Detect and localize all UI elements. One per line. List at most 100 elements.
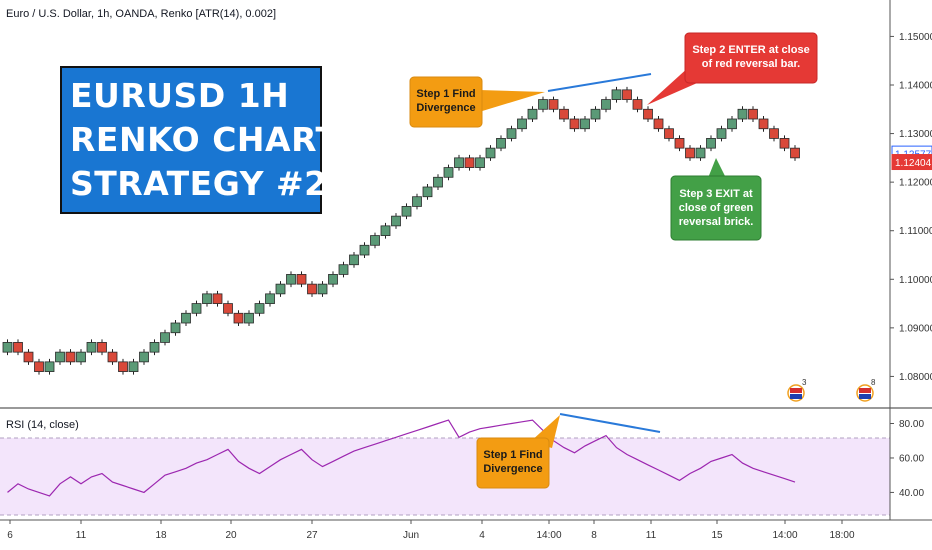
renko-brick-33 <box>349 252 359 268</box>
renko-brick-30 <box>317 281 328 297</box>
renko-brick-68 <box>716 125 727 142</box>
renko-brick-41 <box>433 174 443 190</box>
renko-brick-48 <box>506 125 517 142</box>
renko-brick-70 <box>737 106 748 122</box>
renko-brick-69 <box>727 116 737 132</box>
renko-brick-75 <box>790 145 800 161</box>
renko-brick-57 <box>601 96 611 113</box>
renko-brick-15 <box>160 329 170 346</box>
renko-brick-66 <box>695 145 706 161</box>
price-tick-4: 1.11000 <box>899 226 932 237</box>
renko-brick-17 <box>181 310 191 326</box>
time-tick-9: 11 <box>646 530 657 541</box>
title-line-1: EURUSD 1H <box>70 76 290 115</box>
step3-line1: Step 3 EXIT at <box>679 188 753 200</box>
renko-brick-34 <box>359 242 370 258</box>
time-tick-2: 18 <box>155 530 167 541</box>
rsi-axis[interactable]: 80.00 60.00 40.00 <box>890 419 924 499</box>
renko-brick-43 <box>454 154 464 171</box>
event-badge-2-count: 8 <box>871 378 876 387</box>
time-axis[interactable]: 6 11 18 20 27 Jun 4 14:00 8 11 15 14:00 18:00 <box>7 520 855 541</box>
renko-brick-23 <box>244 310 254 326</box>
event-badge-1-count: 3 <box>802 378 807 387</box>
renko-brick-14 <box>149 339 160 356</box>
time-tick-5: Jun <box>403 530 419 541</box>
step3-line3: reversal brick. <box>679 216 754 228</box>
time-tick-7: 14:00 <box>536 530 561 541</box>
renko-brick-60 <box>632 96 643 113</box>
renko-brick-5 <box>55 349 65 365</box>
renko-brick-10 <box>107 349 118 365</box>
renko-brick-7 <box>76 349 86 365</box>
renko-brick-29 <box>307 281 317 297</box>
step2-callout: Step 2 ENTER at close of red reversal ba… <box>647 32 818 105</box>
renko-brick-37 <box>391 213 401 229</box>
renko-brick-53 <box>559 106 569 122</box>
step1-rsi-line2: Divergence <box>483 463 542 475</box>
time-tick-3: 20 <box>225 530 237 541</box>
event-badge-1[interactable]: 3 <box>787 378 807 402</box>
renko-bricks <box>2 86 800 375</box>
time-tick-1: 11 <box>76 530 87 541</box>
renko-brick-58 <box>611 86 622 103</box>
renko-brick-21 <box>223 300 233 317</box>
renko-brick-42 <box>443 164 454 181</box>
renko-brick-19 <box>202 290 212 307</box>
rsi-title[interactable]: RSI (14, close) <box>6 419 79 431</box>
renko-brick-26 <box>275 281 286 297</box>
price-divergence-line <box>547 73 652 92</box>
step3-line2: close of green <box>679 202 754 214</box>
renko-brick-45 <box>475 154 485 171</box>
renko-brick-0 <box>2 339 13 356</box>
renko-brick-27 <box>286 271 296 288</box>
renko-brick-39 <box>412 193 422 210</box>
renko-brick-55 <box>580 116 590 132</box>
rsi-pane <box>7 419 796 497</box>
renko-brick-4 <box>44 358 55 375</box>
time-tick-0: 6 <box>7 530 13 541</box>
renko-brick-49 <box>517 116 527 132</box>
renko-brick-52 <box>548 96 559 113</box>
renko-brick-28 <box>296 271 307 288</box>
rsi-tick-1: 60.00 <box>899 453 924 464</box>
step1-price-callout: Step 1 Find Divergence <box>409 76 545 128</box>
renko-brick-72 <box>758 116 769 132</box>
renko-brick-65 <box>685 145 695 161</box>
renko-brick-25 <box>265 290 275 307</box>
price-tick-3: 1.12000 <box>899 178 932 189</box>
renko-brick-67 <box>706 135 716 152</box>
renko-brick-47 <box>496 135 506 152</box>
price-axis[interactable]: 1.15000 1.14000 1.13000 1.12000 1.11000 1.100… <box>890 32 932 383</box>
price-tick-0: 1.15000 <box>899 32 932 43</box>
time-tick-11: 14:00 <box>772 530 797 541</box>
renko-brick-9 <box>97 339 107 356</box>
renko-brick-16 <box>170 320 181 336</box>
renko-brick-56 <box>590 106 601 122</box>
renko-brick-3 <box>34 358 44 375</box>
renko-brick-20 <box>212 290 223 307</box>
rsi-tick-2: 40.00 <box>899 488 924 499</box>
renko-brick-6 <box>65 349 76 365</box>
price-tick-6: 1.09000 <box>899 323 932 334</box>
strategy-title-box: EURUSD 1H RENKO CHART STRATEGY #2 <box>60 66 338 214</box>
symbol-header[interactable]: Euro / U.S. Dollar, 1h, OANDA, Renko [AT… <box>6 8 277 20</box>
svg-text:1.12404: 1.12404 <box>895 158 932 169</box>
price-tick-5: 1.10000 <box>899 275 932 286</box>
renko-brick-2 <box>23 349 34 365</box>
price-tick-2: 1.13000 <box>899 129 932 140</box>
renko-brick-13 <box>139 349 149 365</box>
renko-brick-50 <box>527 106 538 122</box>
renko-brick-36 <box>380 222 391 239</box>
step1-rsi-line1: Step 1 Find <box>483 449 542 461</box>
renko-brick-22 <box>233 310 244 326</box>
time-tick-10: 15 <box>711 530 723 541</box>
renko-brick-35 <box>370 232 380 249</box>
renko-brick-18 <box>191 300 202 317</box>
renko-brick-71 <box>748 106 758 122</box>
renko-brick-44 <box>464 154 475 171</box>
renko-brick-73 <box>769 125 779 142</box>
price-tick-1: 1.14000 <box>899 81 932 92</box>
event-badge-2[interactable]: 8 <box>856 378 876 402</box>
rsi-tick-0: 80.00 <box>899 419 924 430</box>
